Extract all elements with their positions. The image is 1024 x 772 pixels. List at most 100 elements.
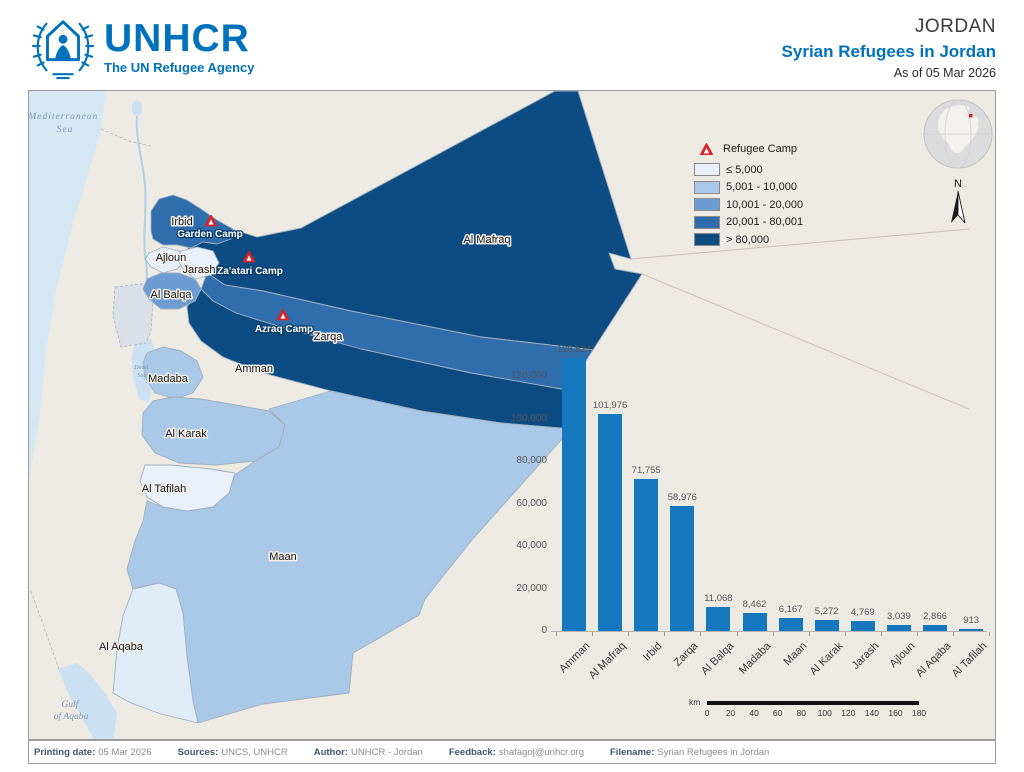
- printing-date-label: Printing date:: [34, 746, 96, 758]
- unhcr-logo: UNHCR The UN Refugee Agency: [30, 14, 255, 80]
- as-of-date: As of 05 Mar 2026: [893, 66, 996, 80]
- base-map: Mediterranean Sea Dead Sea Gulf of Aqaba…: [29, 91, 995, 739]
- org-name: UNHCR: [104, 17, 250, 60]
- mediterranean-sea: [29, 91, 106, 481]
- org-tagline: The UN Refugee Agency: [104, 60, 255, 75]
- sea-of-galilee: [132, 100, 142, 116]
- jordan-locator-dot: [969, 114, 973, 118]
- label-madaba: Madaba: [148, 373, 189, 385]
- globe-icon: [923, 99, 993, 169]
- legend: Refugee Camp ≤ 5,000 5,001 - 10,000 10,001…: [694, 143, 894, 251]
- camp-garden: Garden Camp: [176, 215, 244, 241]
- north-arrow-icon: [951, 190, 966, 224]
- region-irbid: [150, 194, 234, 249]
- scale-unit-label: km: [689, 697, 701, 707]
- author-value: UNHCR - Jordan: [351, 746, 423, 758]
- legend-row: ≤ 5,000: [694, 163, 894, 176]
- scale-tick-label: 160: [888, 708, 903, 718]
- camp-azraq: Azraq Camp: [254, 309, 314, 336]
- label-amman: Amman: [235, 363, 273, 375]
- scale-tick-label: 0: [704, 708, 710, 718]
- label-maan: Maan: [269, 551, 297, 563]
- legend-row: 10,001 - 20,000: [694, 198, 894, 211]
- author-label: Author:: [313, 746, 349, 758]
- border-line-lebanon: [100, 128, 152, 147]
- label-al-mafraq: Al Mafraq: [463, 234, 510, 246]
- map-title: Syrian Refugees in Jordan: [781, 42, 996, 61]
- border-line-egypt: [30, 590, 60, 670]
- legend-row: 20,001 - 80,001: [694, 215, 894, 229]
- camp-garden-label: Garden Camp: [177, 229, 243, 240]
- legend-swatch: [694, 233, 720, 246]
- legend-camp-label: Refugee Camp: [723, 143, 797, 155]
- legend-classes: ≤ 5,000 5,001 - 10,000 10,001 - 20,000 20,0…: [694, 163, 894, 246]
- legend-swatch: [694, 180, 720, 194]
- label-al-balqa: Al Balqa: [151, 289, 193, 301]
- scale-tick-label: 60: [772, 708, 783, 718]
- region-madaba: [142, 346, 204, 400]
- sources-value: UNCS, UNHCR: [221, 746, 288, 758]
- legend-swatch: [694, 215, 720, 229]
- camp-zaatari: Za'atari Camp: [216, 251, 284, 278]
- scale-tick-label: 180: [911, 708, 927, 718]
- logo-text: UNHCR The UN Refugee Agency: [104, 17, 255, 76]
- legend-class-label: ≤ 5,000: [726, 163, 763, 176]
- refugee-camp-icon: [700, 143, 713, 155]
- north-label: N: [954, 178, 962, 190]
- scale-tick-label: 140: [864, 708, 879, 718]
- scale-tick-label: 20: [725, 708, 736, 718]
- legend-class-label: 10,001 - 20,000: [726, 198, 804, 211]
- camp-azraq-label: Azraq Camp: [255, 324, 313, 335]
- scale-bar-line: [707, 701, 919, 705]
- footer-printing-date: Printing date: 05 Mar 2026: [34, 747, 152, 758]
- label-jarash: Jarash: [182, 264, 215, 276]
- scale-tick-label: 40: [749, 708, 759, 718]
- map-frame: Mediterranean Sea Dead Sea Gulf of Aqaba…: [28, 90, 996, 740]
- border-line-se: [641, 273, 970, 410]
- locator-compass: N: [922, 95, 994, 232]
- footer-author: Author: UNHCR - Jordan: [314, 747, 423, 758]
- scale-tick-label: 120: [841, 708, 856, 718]
- label-al-aqaba: Al Aqaba: [99, 641, 144, 653]
- header: UNHCR The UN Refugee Agency JORDAN Syria…: [0, 0, 1024, 90]
- filename-label: Filename:: [610, 746, 655, 758]
- footer-filename: Filename: Syrian Refugees in Jordan: [610, 747, 769, 758]
- dead-sea-label: Dead Sea: [133, 364, 150, 379]
- scale-bar: km 0 20 40 60 80 100 120 140 160 180: [689, 695, 939, 721]
- gulf-of-aqaba-label: Gulf of Aqaba: [54, 699, 89, 722]
- scale-tick-label: 100: [817, 708, 832, 718]
- legend-swatch: [694, 198, 720, 211]
- sources-label: Sources:: [177, 746, 219, 758]
- footer-sources: Sources: UNCS, UNHCR: [178, 747, 288, 758]
- camp-marker-icon: [242, 251, 256, 263]
- scale-tick-label: 80: [796, 708, 806, 718]
- region-al-tafilah: [139, 464, 236, 512]
- feedback-value: shafagoj@unhcr.org: [498, 746, 584, 758]
- label-al-tafilah: Al Tafilah: [142, 483, 186, 495]
- country-title: JORDAN: [914, 16, 996, 37]
- header-titles: JORDAN Syrian Refugees in Jordan As of 0…: [782, 16, 996, 80]
- legend-camp-row: Refugee Camp: [700, 143, 894, 155]
- feedback-label: Feedback:: [448, 746, 496, 758]
- gulf-of-aqaba: [59, 663, 117, 739]
- region-al-aqaba: [112, 582, 199, 724]
- label-al-karak: Al Karak: [165, 428, 207, 440]
- label-ajloun: Ajloun: [156, 252, 187, 264]
- label-irbid: Irbid: [171, 216, 192, 228]
- region-al-balqa: [142, 272, 202, 310]
- label-zarqa: Zarqa: [314, 331, 344, 343]
- camp-marker-icon: [276, 309, 290, 321]
- region-jarash: [176, 246, 220, 280]
- legend-class-label: 5,001 - 10,000: [726, 181, 797, 193]
- region-ajloun: [144, 246, 186, 274]
- region-al-karak: [141, 396, 286, 466]
- legend-row: > 80,000: [694, 233, 894, 246]
- unhcr-emblem-icon: [31, 20, 95, 80]
- border-line-ne: [630, 228, 970, 260]
- filename-value: Syrian Refugees in Jordan: [657, 746, 770, 758]
- legend-class-label: > 80,000: [726, 233, 770, 246]
- camp-zaatari-label: Za'atari Camp: [217, 266, 283, 277]
- mediterranean-sea-label: Mediterranean Sea: [29, 112, 102, 135]
- footer: Printing date: 05 Mar 2026 Sources: UNCS, …: [28, 740, 996, 764]
- footer-feedback: Feedback: shafagoj@unhcr.org: [449, 747, 584, 758]
